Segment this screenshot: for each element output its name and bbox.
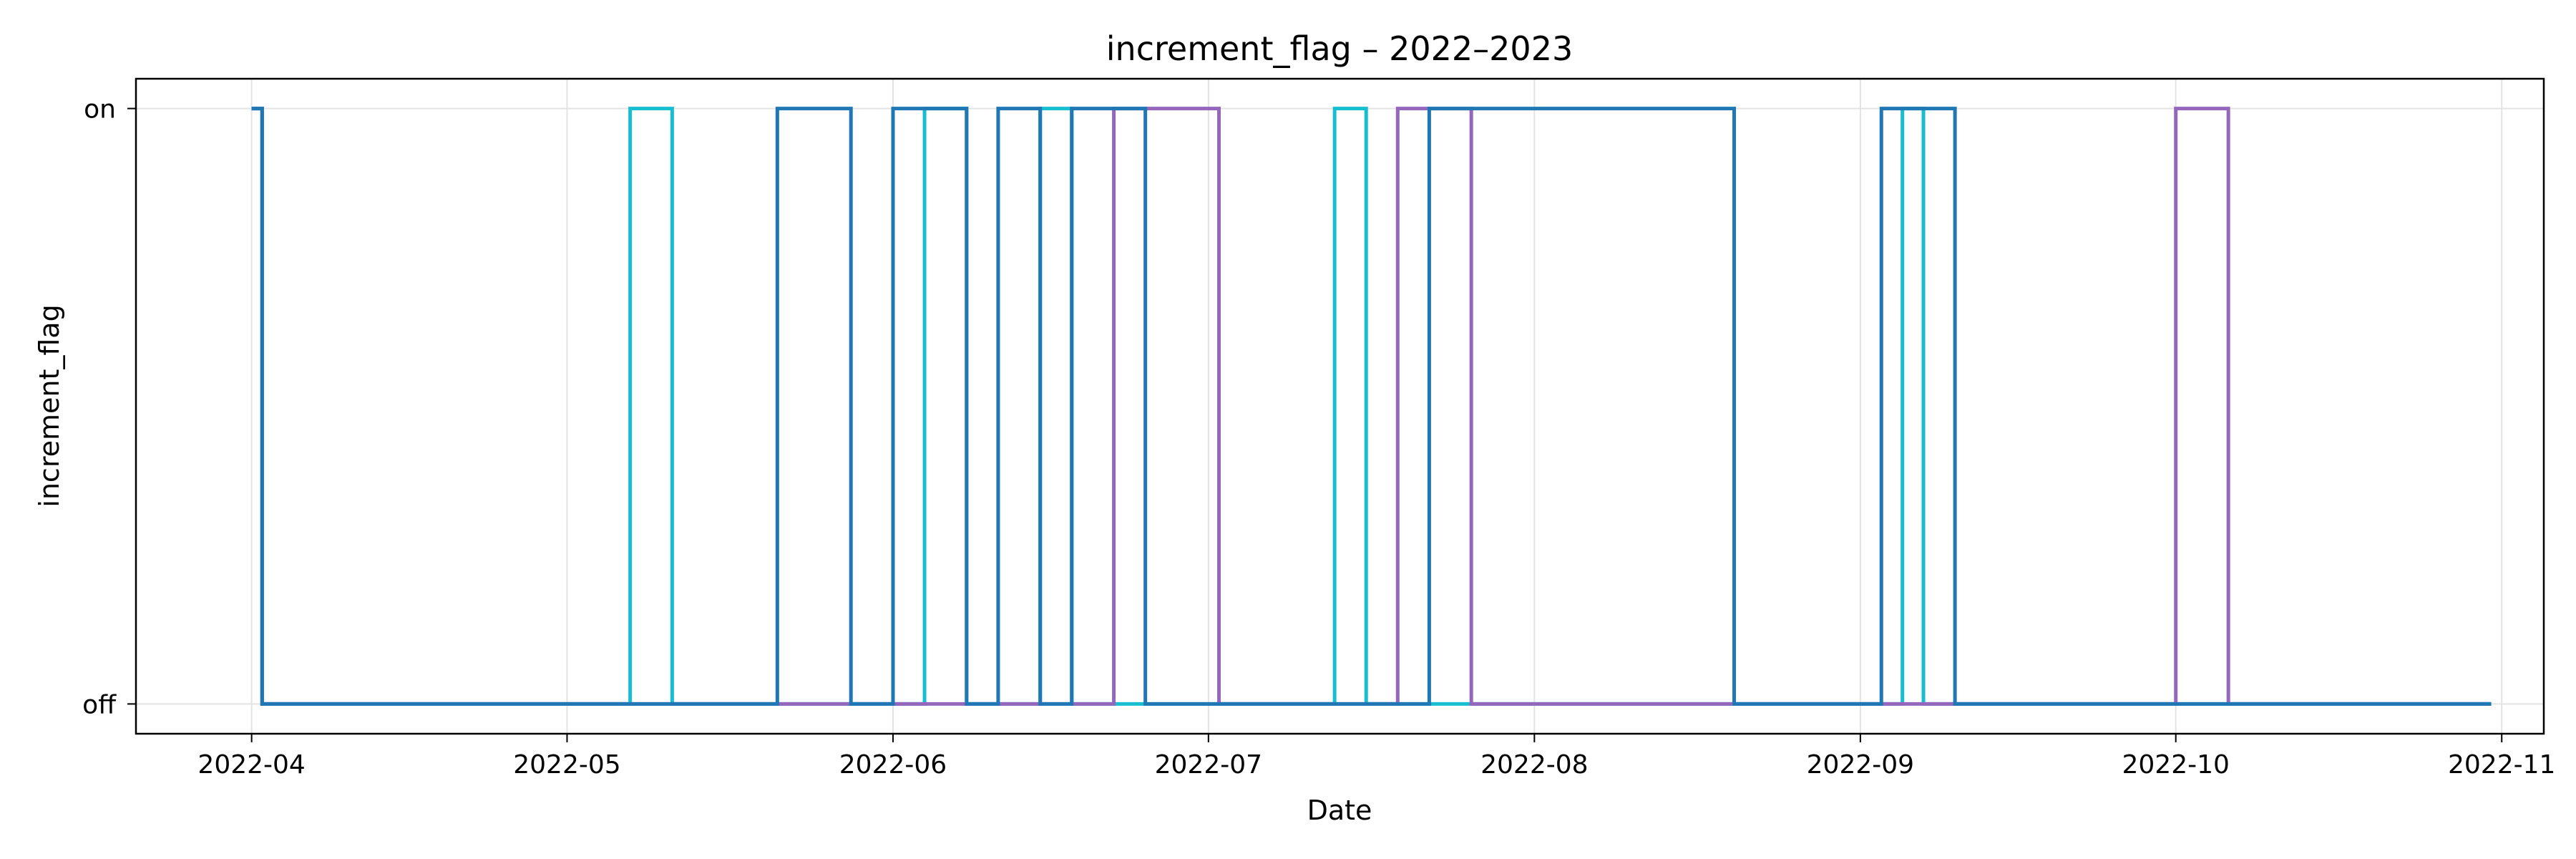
plot-frame	[135, 77, 2545, 735]
x-tick-label: 2022-04	[197, 750, 305, 780]
x-tick-label: 2022-10	[2122, 750, 2229, 780]
series-lines	[251, 107, 2492, 706]
x-axis-label: Date	[1307, 795, 1372, 826]
y-tick-label: on	[84, 95, 116, 125]
x-tick-label: 2022-11	[2448, 750, 2555, 780]
x-axis-ticks: 2022-04 2022-05 2022-06 2022-07 2022-08 2022-…	[197, 734, 2555, 780]
grid	[136, 79, 2544, 734]
y-tick-label: off	[82, 690, 117, 719]
y-axis-ticks: off on	[82, 95, 136, 719]
x-tick-label: 2022-08	[1480, 750, 1588, 780]
x-tick-label: 2022-05	[513, 750, 620, 780]
series-line-2	[251, 107, 2492, 706]
x-tick-label: 2022-06	[839, 750, 947, 780]
y-axis-label: increment_flag	[34, 304, 65, 507]
chart-title: increment_flag – 2022–2023	[1106, 29, 1573, 68]
series-line-1	[251, 107, 2492, 706]
x-tick-label: 2022-09	[1807, 750, 1914, 780]
x-tick-label: 2022-07	[1155, 750, 1262, 780]
series-line-3	[251, 107, 2492, 706]
